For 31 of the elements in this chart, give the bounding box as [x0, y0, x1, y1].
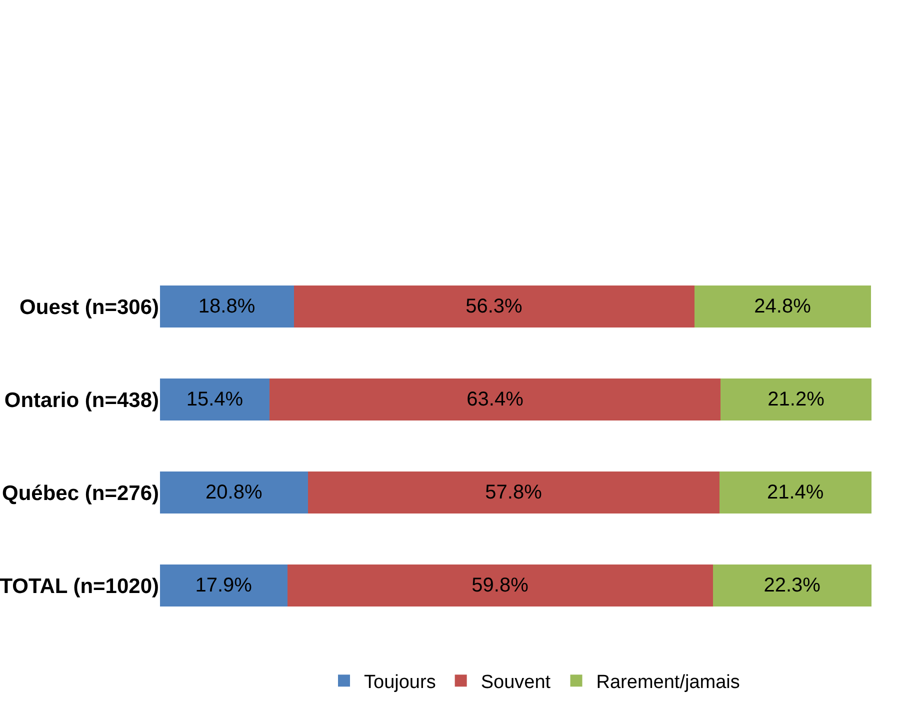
data-label: 56.3%	[466, 296, 523, 318]
bar	[308, 472, 720, 514]
data-label: 22.3%	[764, 574, 821, 596]
y-tick-label: TOTAL (n=1020)	[0, 574, 159, 598]
data-label: 17.9%	[195, 574, 252, 596]
bar	[287, 564, 713, 606]
data-label: 63.4%	[466, 388, 524, 411]
bar	[712, 564, 872, 606]
legend-label: Toujours	[364, 672, 436, 694]
legend-label: Rarement/jamais	[596, 672, 740, 694]
y-tick-label: Québec (n=276)	[2, 482, 159, 505]
data-label: 15.4%	[186, 388, 244, 411]
bar	[719, 472, 872, 514]
bar	[160, 564, 288, 606]
data-label: 59.8%	[472, 574, 529, 596]
data-label: 57.8%	[485, 482, 542, 504]
data-label: 21.2%	[768, 388, 825, 411]
bar	[294, 286, 694, 328]
data-label: 20.8%	[206, 482, 262, 504]
bar	[160, 286, 294, 328]
bar	[720, 378, 872, 420]
bar	[270, 378, 721, 420]
bar	[160, 378, 270, 420]
data-label: 18.8%	[198, 296, 256, 318]
y-tick-label: Ouest (n=306)	[20, 296, 159, 319]
bar	[694, 286, 871, 328]
bar	[160, 472, 308, 514]
y-tick-label: Ontario (n=438)	[4, 388, 159, 412]
legend-label: Souvent	[480, 672, 552, 694]
data-label: 24.8%	[754, 296, 812, 318]
data-label: 21.4%	[766, 482, 824, 504]
